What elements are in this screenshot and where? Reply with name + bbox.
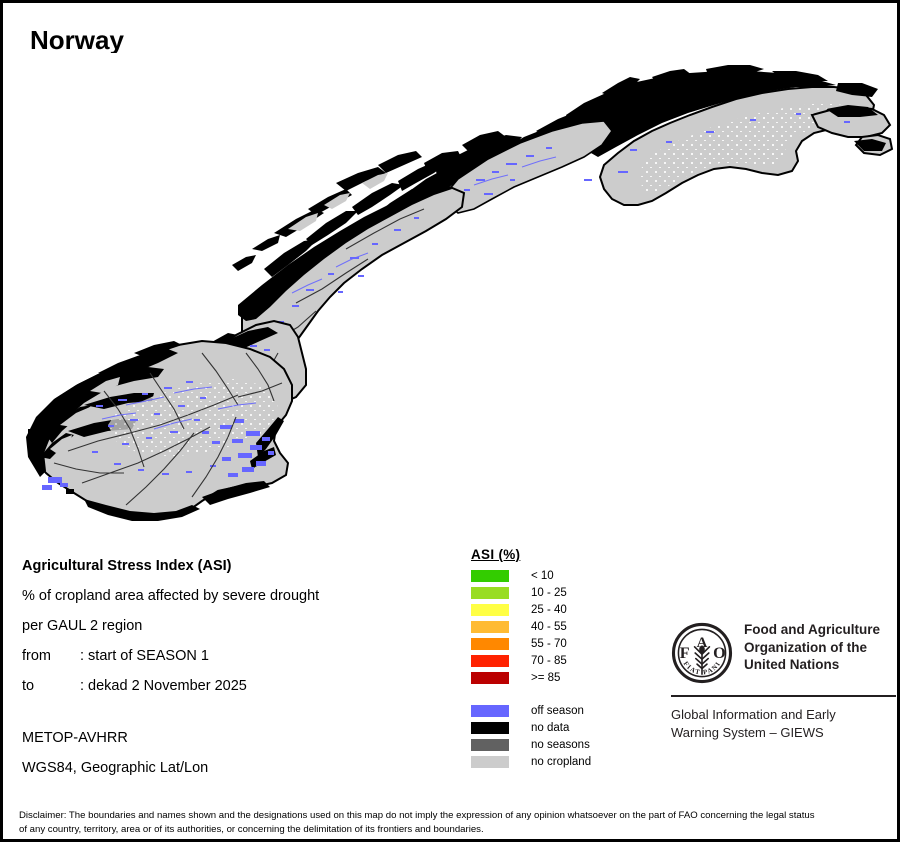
desc-spacer — [22, 701, 452, 723]
svg-text:F: F — [680, 645, 690, 662]
legend-swatch-55-70 — [471, 637, 509, 650]
legend-label-lt10: < 10 — [531, 569, 554, 582]
fao-divider — [671, 695, 896, 697]
disclaimer-text: Disclaimer: The boundaries and names sho… — [19, 810, 815, 835]
legend-swatch-40-55 — [471, 620, 509, 633]
legend-label-70-85: 70 - 85 — [531, 654, 567, 667]
legend-swatch-70-85 — [471, 654, 509, 667]
fao-org-line-2: Organization of the — [744, 639, 867, 655]
desc-to-row: to : dekad 2 November 2025 — [22, 671, 452, 701]
legend-label-gte85: >= 85 — [531, 671, 561, 684]
legend-label-40-55: 40 - 55 — [531, 620, 567, 633]
map-region-south — [26, 339, 293, 521]
desc-heading: Agricultural Stress Index (ASI) — [22, 558, 232, 574]
desc-to-key: to — [22, 678, 35, 694]
legend-row-off-season: off season — [471, 702, 651, 719]
legend-swatch-25-40 — [471, 603, 509, 616]
map-region-north — [336, 65, 894, 259]
fao-logo-row: F A O — [668, 617, 896, 684]
desc-to-value: : dekad 2 November 2025 — [80, 678, 247, 694]
legend-row-no-data: no data — [471, 719, 651, 736]
desc-projection: WGS84, Geographic Lat/Lon — [22, 760, 209, 776]
fao-organization-name: Food and Agriculture Organization of the… — [744, 621, 880, 674]
legend-label-no-data: no data — [531, 721, 570, 734]
legend: ASI (%) < 10 10 - 25 25 - 40 40 - 55 55 … — [471, 547, 651, 770]
desc-sensor: METOP-AVHRR — [22, 730, 128, 746]
legend-label-55-70: 55 - 70 — [531, 637, 567, 650]
legend-swatch-lt10 — [471, 569, 509, 582]
legend-label-25-40: 25 - 40 — [531, 603, 567, 616]
legend-label-10-25: 10 - 25 — [531, 586, 567, 599]
off-season-streaks — [101, 156, 557, 430]
giews-line-1: Global Information and Early — [671, 707, 836, 722]
svg-text:A: A — [697, 635, 708, 651]
legend-swatch-no-seasons — [471, 738, 509, 751]
giews-line-2: Warning System – GIEWS — [671, 725, 824, 740]
legend-row-no-cropland: no cropland — [471, 753, 651, 770]
legend-swatch-gte85 — [471, 671, 509, 684]
fao-giews-name: Global Information and Early Warning Sys… — [671, 706, 896, 742]
map-description-block: Agricultural Stress Index (ASI) % of cro… — [22, 551, 452, 783]
fao-logo-block: F A O — [668, 617, 896, 742]
legend-row-40-55: 40 - 55 — [471, 618, 651, 635]
legend-row-lt10: < 10 — [471, 567, 651, 584]
fao-org-line-1: Food and Agriculture — [744, 622, 880, 637]
legend-label-no-cropland: no cropland — [531, 755, 592, 768]
svg-text:O: O — [713, 645, 726, 662]
legend-swatch-no-data — [471, 721, 509, 734]
legend-label-no-seasons: no seasons — [531, 738, 590, 751]
legend-gap — [471, 686, 651, 702]
desc-from-row: from : start of SEASON 1 — [22, 641, 452, 671]
legend-label-off-season: off season — [531, 704, 584, 717]
legend-row-25-40: 25 - 40 — [471, 601, 651, 618]
fao-org-line-3: United Nations — [744, 657, 840, 672]
legend-swatch-off-season — [471, 704, 509, 717]
legend-row-no-seasons: no seasons — [471, 736, 651, 753]
legend-row-70-85: 70 - 85 — [471, 652, 651, 669]
desc-from-value: : start of SEASON 1 — [80, 648, 209, 664]
legend-row-gte85: >= 85 — [471, 669, 651, 686]
legend-row-10-25: 10 - 25 — [471, 584, 651, 601]
legend-title: ASI (%) — [471, 547, 521, 562]
legend-row-55-70: 55 - 70 — [471, 635, 651, 652]
map-canvas[interactable] — [6, 53, 897, 523]
norway-map-svg — [6, 53, 897, 523]
fao-emblem-icon: F A O — [668, 617, 733, 684]
legend-swatch-no-cropland — [471, 755, 509, 768]
desc-aggregation: per GAUL 2 region — [22, 618, 143, 634]
desc-subtitle: % of cropland area affected by severe dr… — [22, 588, 320, 604]
legend-swatch-10-25 — [471, 586, 509, 599]
desc-from-key: from — [22, 648, 51, 664]
page-title: Norway — [30, 25, 124, 55]
